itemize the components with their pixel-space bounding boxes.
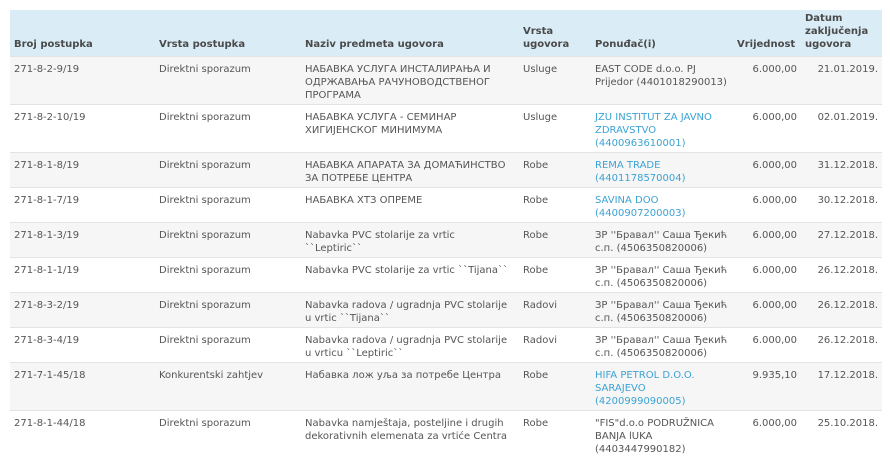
cell-datum: 21.01.2019. xyxy=(801,57,882,105)
cell-naziv-predmeta: Nabavka namještaja, posteljine i drugih … xyxy=(301,411,519,458)
cell-vrsta-postupka: Direktni sporazum xyxy=(155,188,301,223)
cell-naziv-predmeta: Nabavka radova / ugradnja PVC stolarije … xyxy=(301,293,519,328)
ponudjac-link[interactable]: JZU INSTITUT ZA JAVNO ZDRAVSTVO (4400963… xyxy=(595,112,712,149)
cell-vrijednost: 6.000,00 xyxy=(733,57,801,105)
ponudjac-link[interactable]: HIFA PETROL D.O.O. SARAJEVO (42009990900… xyxy=(595,370,695,407)
cell-datum: 26.12.2018. xyxy=(801,328,882,363)
cell-vrsta-ugovora: Usluge xyxy=(519,57,591,105)
cell-vrsta-ugovora: Robe xyxy=(519,188,591,223)
cell-vrijednost: 6.000,00 xyxy=(733,293,801,328)
cell-ponudjac: ЗР ''Бравал'' Саша Ђекић с.п. (450635082… xyxy=(591,328,733,363)
cell-broj-postupka: 271-8-1-8/19 xyxy=(10,153,155,188)
cell-vrsta-postupka: Direktni sporazum xyxy=(155,258,301,293)
cell-vrsta-ugovora: Robe xyxy=(519,411,591,458)
cell-naziv-predmeta: НАБАВКА УСЛУГА - СЕМИНАР ХИГИЈЕНСКОГ МИН… xyxy=(301,105,519,153)
cell-vrijednost: 6.000,00 xyxy=(733,411,801,458)
table-header-row: Broj postupka Vrsta postupka Naziv predm… xyxy=(10,10,882,57)
cell-broj-postupka: 271-8-3-2/19 xyxy=(10,293,155,328)
cell-vrijednost: 6.000,00 xyxy=(733,105,801,153)
cell-vrsta-postupka: Direktni sporazum xyxy=(155,223,301,258)
cell-datum: 31.12.2018. xyxy=(801,153,882,188)
header-ponudjac[interactable]: Ponuđač(i) xyxy=(591,10,733,57)
cell-vrijednost: 6.000,00 xyxy=(733,188,801,223)
cell-vrsta-ugovora: Robe xyxy=(519,223,591,258)
cell-datum: 26.12.2018. xyxy=(801,258,882,293)
contracts-table: Broj postupka Vrsta postupka Naziv predm… xyxy=(10,10,882,458)
cell-ponudjac: HIFA PETROL D.O.O. SARAJEVO (42009990900… xyxy=(591,363,733,411)
cell-broj-postupka: 271-8-1-44/18 xyxy=(10,411,155,458)
cell-vrsta-postupka: Direktni sporazum xyxy=(155,105,301,153)
cell-vrsta-ugovora: Robe xyxy=(519,153,591,188)
cell-naziv-predmeta: НАБАВКА АПАРАТА ЗА ДОМАЋИНСТВО ЗА ПОТРЕБ… xyxy=(301,153,519,188)
cell-ponudjac: ЗР ''Бравал'' Саша Ђекић с.п. (450635082… xyxy=(591,223,733,258)
cell-vrijednost: 6.000,00 xyxy=(733,258,801,293)
header-vrsta-ugovora[interactable]: Vrsta ugovora xyxy=(519,10,591,57)
cell-naziv-predmeta: Nabavka radova / ugradnja PVC stolarije … xyxy=(301,328,519,363)
header-vrsta-postupka[interactable]: Vrsta postupka xyxy=(155,10,301,57)
cell-datum: 27.12.2018. xyxy=(801,223,882,258)
cell-naziv-predmeta: Nabavka PVC stolarije za vrtic ``Leptiri… xyxy=(301,223,519,258)
cell-ponudjac: REMA TRADE (4401178570004) xyxy=(591,153,733,188)
cell-vrsta-postupka: Direktni sporazum xyxy=(155,328,301,363)
cell-vrsta-postupka: Direktni sporazum xyxy=(155,293,301,328)
cell-broj-postupka: 271-8-2-9/19 xyxy=(10,57,155,105)
cell-vrsta-postupka: Direktni sporazum xyxy=(155,153,301,188)
cell-datum: 26.12.2018. xyxy=(801,293,882,328)
cell-vrsta-ugovora: Robe xyxy=(519,363,591,411)
cell-ponudjac: "FIS"d.o.o PODRUŽNICA BANJA lUKA (440344… xyxy=(591,411,733,458)
cell-broj-postupka: 271-7-1-45/18 xyxy=(10,363,155,411)
cell-vrsta-postupka: Konkurentski zahtjev xyxy=(155,363,301,411)
cell-broj-postupka: 271-8-1-7/19 xyxy=(10,188,155,223)
cell-ponudjac: SAVINA DOO (4400907200003) xyxy=(591,188,733,223)
cell-ponudjac: ЗР ''Бравал'' Саша Ђекић с.п. (450635082… xyxy=(591,258,733,293)
cell-ponudjac: EAST CODE d.o.o. PJ Prijedor (4401018290… xyxy=(591,57,733,105)
cell-ponudjac: ЗР ''Бравал'' Саша Ђекић с.п. (450635082… xyxy=(591,293,733,328)
cell-vrsta-ugovora: Radovi xyxy=(519,293,591,328)
cell-vrijednost: 6.000,00 xyxy=(733,223,801,258)
cell-naziv-predmeta: НАБАВКА ХТЗ ОПРЕМЕ xyxy=(301,188,519,223)
header-broj-postupka[interactable]: Broj postupka xyxy=(10,10,155,57)
cell-broj-postupka: 271-8-2-10/19 xyxy=(10,105,155,153)
header-datum[interactable]: Datum zaključenja ugovora xyxy=(801,10,882,57)
cell-naziv-predmeta: НАБАВКА УСЛУГА ИНСТАЛИРАЊА И ОДРЖАВАЊА Р… xyxy=(301,57,519,105)
cell-vrsta-ugovora: Usluge xyxy=(519,105,591,153)
cell-vrsta-postupka: Direktni sporazum xyxy=(155,411,301,458)
cell-broj-postupka: 271-8-1-1/19 xyxy=(10,258,155,293)
ponudjac-link[interactable]: REMA TRADE (4401178570004) xyxy=(595,160,686,184)
cell-broj-postupka: 271-8-3-4/19 xyxy=(10,328,155,363)
cell-vrijednost: 9.935,10 xyxy=(733,363,801,411)
cell-broj-postupka: 271-8-1-3/19 xyxy=(10,223,155,258)
cell-vrsta-ugovora: Radovi xyxy=(519,328,591,363)
cell-datum: 02.01.2019. xyxy=(801,105,882,153)
cell-naziv-predmeta: Nabavka PVC stolarije za vrtic ``Tijana`… xyxy=(301,258,519,293)
ponudjac-link[interactable]: SAVINA DOO (4400907200003) xyxy=(595,195,686,219)
cell-vrsta-ugovora: Robe xyxy=(519,258,591,293)
cell-datum: 17.12.2018. xyxy=(801,363,882,411)
cell-vrijednost: 6.000,00 xyxy=(733,328,801,363)
cell-vrijednost: 6.000,00 xyxy=(733,153,801,188)
cell-datum: 30.12.2018. xyxy=(801,188,882,223)
header-naziv-predmeta[interactable]: Naziv predmeta ugovora xyxy=(301,10,519,57)
cell-vrsta-postupka: Direktni sporazum xyxy=(155,57,301,105)
cell-naziv-predmeta: Набавка лож уља за потребе Центра xyxy=(301,363,519,411)
header-vrijednost[interactable]: Vrijednost xyxy=(733,10,801,57)
cell-ponudjac: JZU INSTITUT ZA JAVNO ZDRAVSTVO (4400963… xyxy=(591,105,733,153)
cell-datum: 25.10.2018. xyxy=(801,411,882,458)
